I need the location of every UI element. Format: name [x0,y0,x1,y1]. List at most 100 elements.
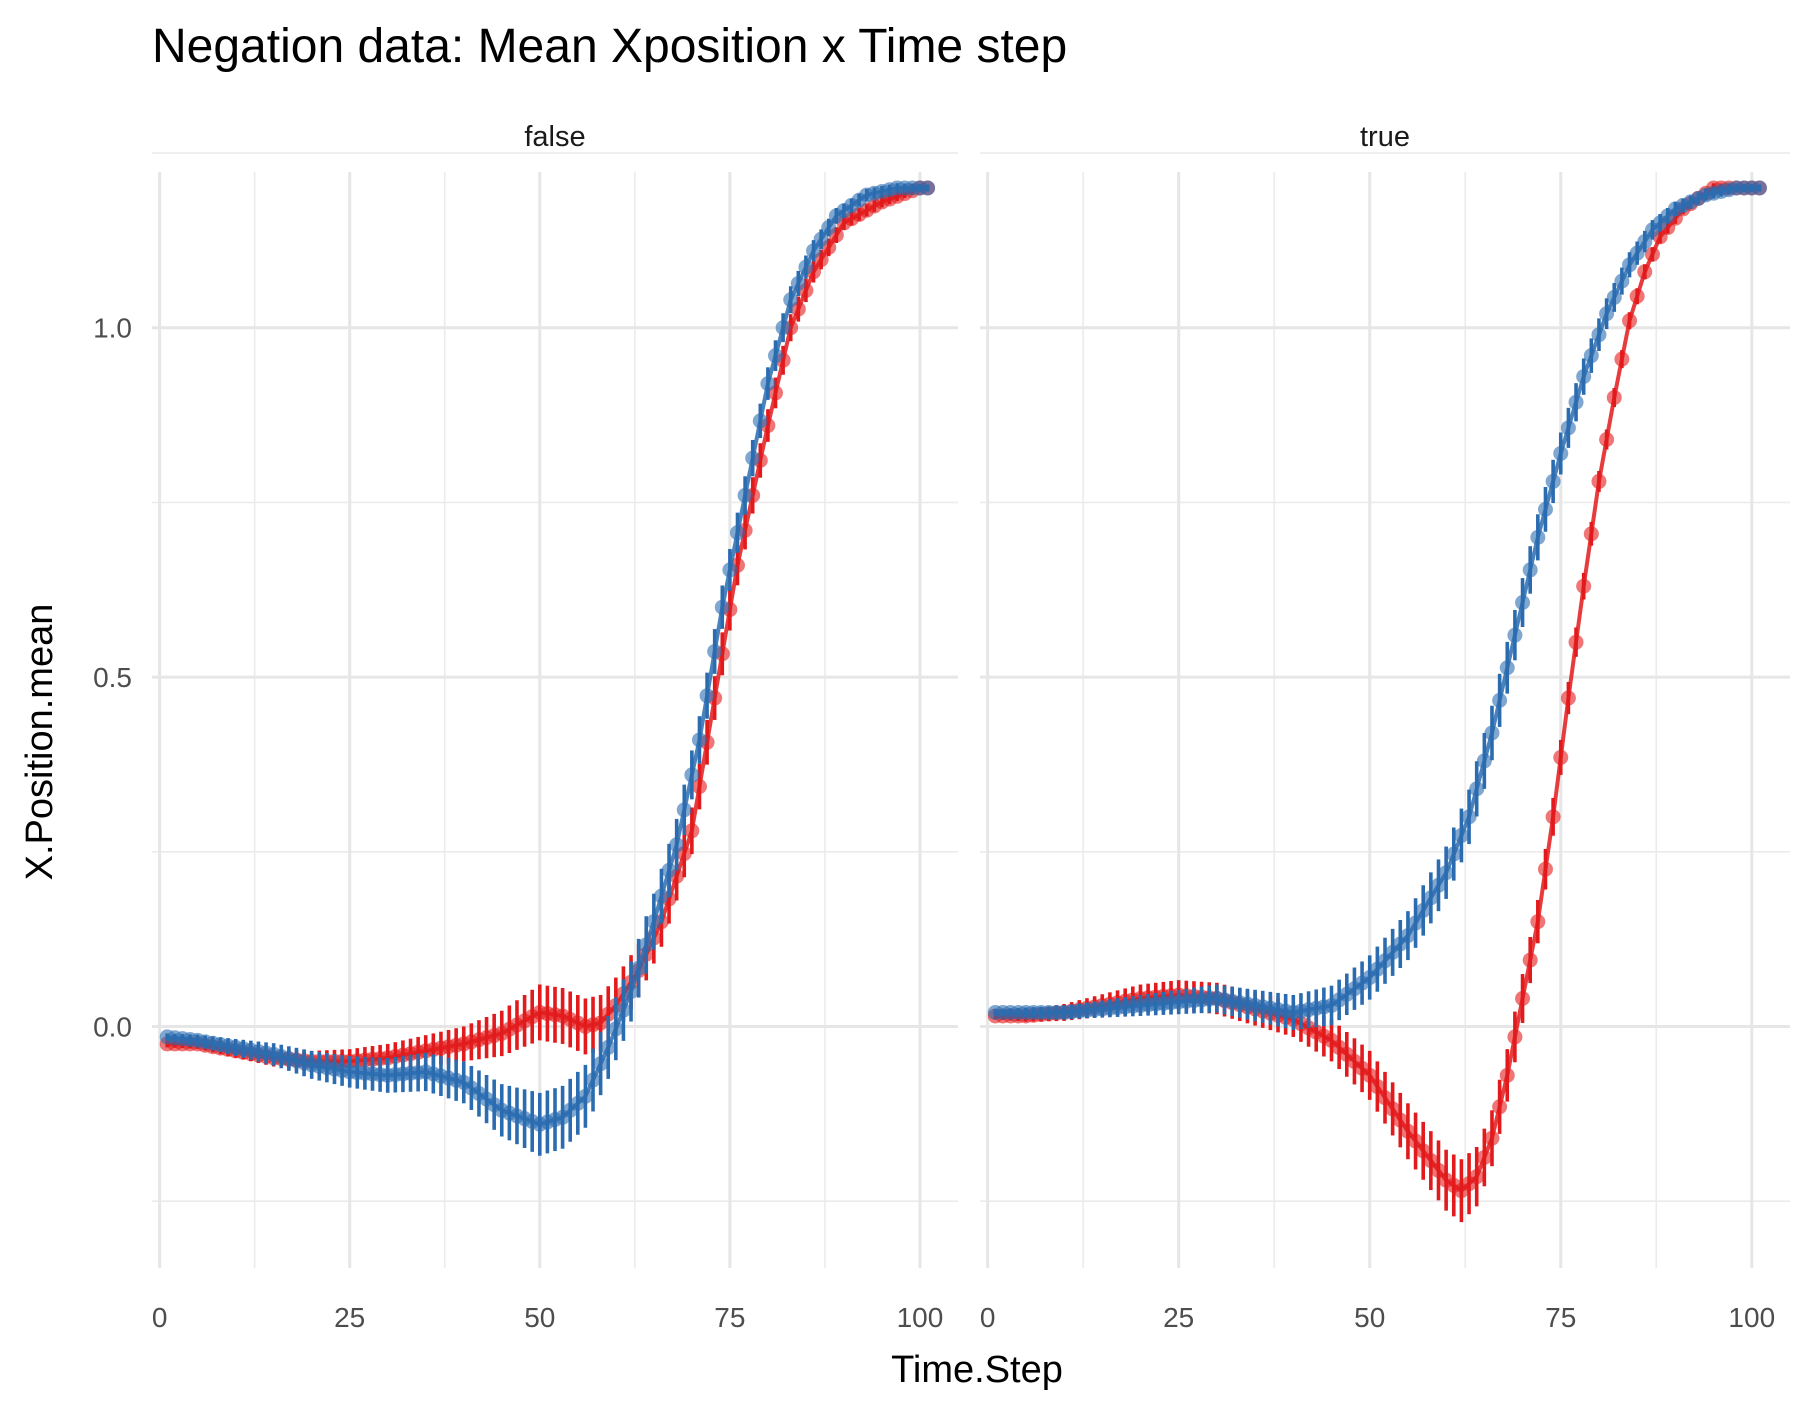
data-point [1369,1079,1385,1095]
data-point [1637,264,1653,280]
data-point [600,1039,616,1055]
data-point [1553,749,1569,765]
data-point [669,837,685,853]
data-point [745,450,761,466]
data-point [1469,781,1485,797]
data-point [783,292,799,308]
data-point [1461,809,1477,825]
data-point [1537,861,1553,877]
data-point [775,320,791,336]
x-tick-label: 0 [152,1302,168,1333]
data-point [722,562,738,578]
data-point [1606,289,1622,305]
data-point [729,525,745,541]
data-point [631,960,647,976]
y-axis-title: X.Position.mean [19,604,61,881]
data-point [1553,445,1569,461]
y-tick-label: 1.0 [93,313,132,344]
data-point [752,413,768,429]
data-point [1614,351,1630,367]
data-point [1537,501,1553,517]
data-point [821,220,837,236]
data-point [1484,1130,1500,1146]
data-point [1415,902,1431,918]
facet-strip-label: true [1360,121,1410,153]
data-point [1530,914,1546,930]
data-point [1560,690,1576,706]
data-point [661,862,677,878]
data-point [1476,753,1492,769]
facet-panels: false 0 25 50 75 100 0.0 0.5 1.0 true 0 25 50 75 100 [93,121,1790,1333]
data-point [1499,1067,1515,1083]
data-point [707,643,723,659]
data-point [1622,313,1638,329]
data-point [585,1072,601,1088]
data-point [1408,915,1424,931]
x-tick-label: 100 [897,1302,944,1333]
data-point [1507,627,1523,643]
x-tick-label: 50 [1354,1302,1385,1333]
data-point [638,937,654,953]
data-point [1492,692,1508,708]
data-point [623,984,639,1000]
series-line [995,185,1760,1015]
series-blue [159,180,936,1156]
data-point [646,914,662,930]
data-point [1392,1112,1408,1128]
data-point [1622,257,1638,273]
data-point [760,376,776,392]
data-point [1469,1169,1485,1185]
data-point [1751,180,1767,196]
data-point [813,231,829,247]
data-point [699,688,715,704]
x-tick-label: 75 [1545,1302,1576,1333]
data-point [1484,725,1500,741]
series-red [159,180,936,1074]
data-point [684,823,700,839]
data-point [691,779,707,795]
series-red [987,180,1767,1223]
x-axis-title: Time.Step [891,1349,1063,1391]
series-line [167,185,928,1064]
data-point [1522,562,1538,578]
x-tick-label: 25 [1163,1302,1194,1333]
data-point [676,802,692,818]
data-point [1515,595,1531,611]
x-tick-label: 75 [714,1302,745,1333]
y-tick-label: 0.0 [93,1011,132,1042]
data-point [1568,634,1584,650]
y-tick-label: 0.5 [93,662,132,693]
x-tick-label: 25 [334,1302,365,1333]
facet-strip-label: false [524,121,585,153]
data-point [577,1088,593,1104]
facet-panel-false: false 0 25 50 75 100 0.0 0.5 1.0 [93,121,958,1333]
data-point [1545,809,1561,825]
data-point [790,275,806,291]
data-point [653,888,669,904]
data-point [1583,348,1599,364]
data-point [1599,306,1615,322]
series-line [995,185,1760,1194]
data-point [1377,1090,1393,1106]
data-point [1583,526,1599,542]
data-point [714,599,730,615]
data-point [1499,660,1515,676]
data-point [1614,273,1630,289]
data-point [1385,1101,1401,1117]
chart-title: Negation data: Mean Xposition x Time ste… [152,20,1067,73]
data-point [1492,1099,1508,1115]
data-point [684,767,700,783]
data-point [1644,246,1660,262]
data-point [1438,865,1454,881]
data-point [1522,952,1538,968]
data-point [593,1056,609,1072]
x-tick-label: 100 [1728,1302,1775,1333]
data-point [691,732,707,748]
data-point [1591,327,1607,343]
series-blue [987,180,1767,1030]
data-point [1400,928,1416,944]
data-point [1560,420,1576,436]
x-tick-label: 0 [980,1302,996,1333]
data-point [1629,288,1645,304]
data-point [768,348,784,364]
